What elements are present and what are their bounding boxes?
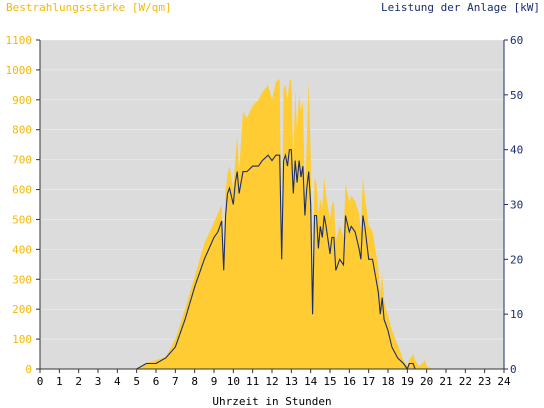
y-left-tick-label: 900 xyxy=(12,94,32,107)
axes xyxy=(36,39,508,373)
y-left-tick-label: 700 xyxy=(12,154,32,167)
x-tick-label: 6 xyxy=(153,375,160,388)
y-left-tick-label: 300 xyxy=(12,273,32,286)
x-tick-label: 14 xyxy=(304,375,318,388)
tick-labels: 0 1 2 3 4 5 6 7 8 9 10 11 12 13 14 15 16 17 18 19 20 21 22 23 24… xyxy=(6,34,524,388)
x-tick-label: 0 xyxy=(37,375,44,388)
x-tick-label: 18 xyxy=(381,375,394,388)
y-right-tick-label: 0 xyxy=(510,363,517,376)
y-right-tick-label: 50 xyxy=(510,89,523,102)
x-tick-label: 7 xyxy=(172,375,179,388)
y-left-tick-label: 800 xyxy=(12,124,32,137)
x-tick-label: 15 xyxy=(323,375,336,388)
y-left-tick-label: 1000 xyxy=(6,64,33,77)
x-tick-label: 11 xyxy=(246,375,259,388)
x-tick-label: 23 xyxy=(478,375,491,388)
power-line xyxy=(40,149,504,371)
y-left-tick-label: 400 xyxy=(12,243,32,256)
irradiance-area xyxy=(40,78,504,370)
y-left-tick-label: 600 xyxy=(12,184,32,197)
y-right-tick-label: 40 xyxy=(510,144,523,157)
x-tick-label: 16 xyxy=(343,375,356,388)
y-right-tick-label: 60 xyxy=(510,34,523,47)
x-tick-label: 4 xyxy=(114,375,121,388)
x-tick-label: 9 xyxy=(211,375,218,388)
x-tick-label: 22 xyxy=(459,375,472,388)
right-axis-title: Leistung der Anlage [kW] xyxy=(381,1,540,14)
x-tick-label: 8 xyxy=(191,375,198,388)
y-left-tick-label: 500 xyxy=(12,213,32,226)
left-axis-title: Bestrahlungsstärke [W/qm] xyxy=(6,1,172,14)
y-right-tick-label: 30 xyxy=(510,199,523,212)
y-right-tick-label: 10 xyxy=(510,308,523,321)
x-tick-label: 13 xyxy=(285,375,298,388)
x-tick-label: 12 xyxy=(265,375,278,388)
x-tick-label: 20 xyxy=(420,375,433,388)
y-right-tick-label: 20 xyxy=(510,253,523,266)
y-left-tick-label: 0 xyxy=(25,363,32,376)
x-tick-label: 24 xyxy=(497,375,511,388)
x-tick-label: 21 xyxy=(439,375,452,388)
x-tick-label: 19 xyxy=(401,375,414,388)
y-left-tick-label: 1100 xyxy=(6,34,33,47)
x-tick-label: 17 xyxy=(362,375,375,388)
x-tick-label: 10 xyxy=(227,375,240,388)
x-tick-label: 2 xyxy=(75,375,82,388)
x-tick-label: 5 xyxy=(133,375,140,388)
y-left-tick-label: 100 xyxy=(12,333,32,346)
y-left-tick-label: 200 xyxy=(12,303,32,316)
x-tick-label: 3 xyxy=(95,375,102,388)
x-tick-label: 1 xyxy=(56,375,63,388)
x-axis-label: Uhrzeit in Stunden xyxy=(212,395,331,408)
